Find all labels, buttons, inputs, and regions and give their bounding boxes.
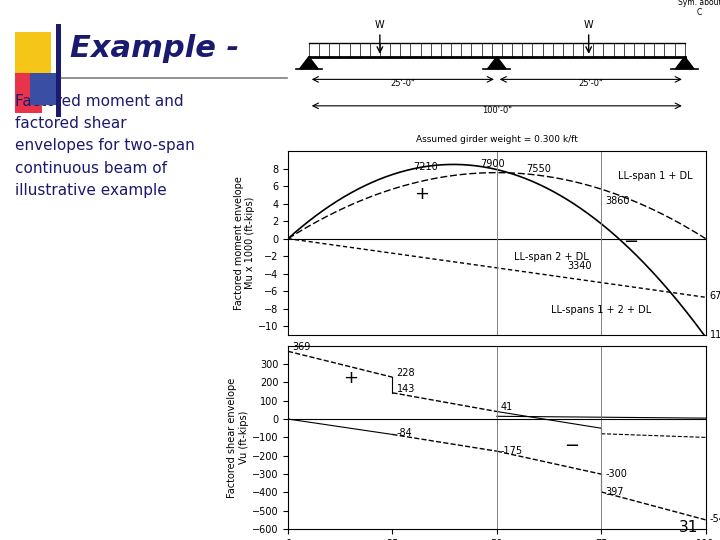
Text: +: + — [343, 369, 358, 387]
Text: 228: 228 — [397, 368, 415, 379]
Text: Sym. about
C: Sym. about C — [678, 0, 720, 17]
Text: LL-span 1 + DL: LL-span 1 + DL — [618, 171, 693, 181]
Text: -300: -300 — [606, 469, 627, 478]
Text: +: + — [414, 185, 429, 203]
Text: W: W — [584, 21, 593, 30]
Text: Assumed girder weight = 0.300 k/ft: Assumed girder weight = 0.300 k/ft — [416, 135, 577, 144]
Y-axis label: Factored moment envelope
Mu x 1000 (ft-kips): Factored moment envelope Mu x 1000 (ft-k… — [233, 176, 255, 310]
Text: 143: 143 — [397, 384, 415, 394]
Text: 397: 397 — [606, 487, 624, 497]
Text: Factored moment and
factored shear
envelopes for two-span
continuous beam of
ill: Factored moment and factored shear envel… — [15, 94, 195, 198]
Text: 31: 31 — [679, 519, 698, 535]
Text: 7210: 7210 — [413, 162, 438, 172]
Text: Example -: Example - — [70, 34, 238, 63]
Bar — [56, 24, 61, 117]
Text: 7900: 7900 — [480, 159, 505, 169]
Y-axis label: Factored shear envelope
Vu (ft-kips): Factored shear envelope Vu (ft-kips) — [228, 377, 249, 497]
Polygon shape — [300, 57, 318, 69]
Polygon shape — [675, 57, 694, 69]
Bar — [15, 32, 51, 73]
Text: 3860: 3860 — [606, 196, 630, 206]
Text: 11260: 11260 — [710, 330, 720, 340]
Text: 369: 369 — [292, 342, 310, 352]
Text: -84: -84 — [397, 428, 413, 438]
Text: LL-spans 1 + 2 + DL: LL-spans 1 + 2 + DL — [551, 305, 652, 315]
Text: 41: 41 — [501, 402, 513, 412]
Text: -549: -549 — [710, 514, 720, 524]
Bar — [30, 73, 58, 105]
Text: 6710: 6710 — [710, 291, 720, 301]
Text: −: − — [623, 233, 638, 252]
Text: 3340: 3340 — [568, 261, 593, 271]
Polygon shape — [487, 57, 506, 69]
Text: LL-span 2 + DL: LL-span 2 + DL — [513, 253, 588, 262]
Text: 25'-0": 25'-0" — [390, 79, 415, 88]
Text: 100'-0": 100'-0" — [482, 106, 512, 116]
Bar — [15, 70, 42, 113]
Text: -175: -175 — [501, 446, 523, 456]
Text: −: − — [564, 437, 580, 455]
Text: 7550: 7550 — [526, 164, 551, 174]
Text: W: W — [375, 21, 384, 30]
Text: 25'-0": 25'-0" — [578, 79, 603, 88]
